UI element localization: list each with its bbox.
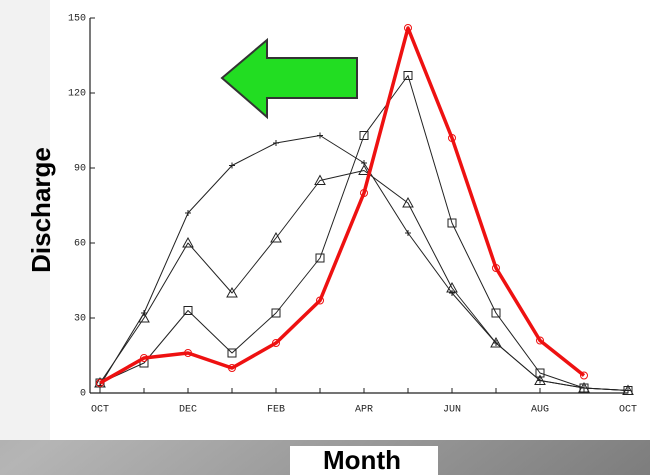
marker — [536, 336, 544, 345]
marker — [490, 336, 502, 348]
marker — [138, 311, 150, 323]
marker — [270, 231, 282, 243]
marker — [534, 374, 546, 385]
marker — [402, 196, 414, 208]
xlabel-box — [290, 446, 438, 475]
marker — [228, 364, 236, 372]
marker — [271, 308, 281, 318]
x-axis-label: Month — [323, 445, 401, 475]
marker — [448, 134, 456, 142]
x-tick-label: FEB — [267, 405, 285, 416]
marker — [360, 189, 368, 197]
marker — [405, 230, 411, 236]
marker — [316, 296, 324, 305]
marker — [140, 354, 148, 362]
y-tick-label: 0 — [80, 389, 86, 400]
marker — [403, 71, 413, 80]
marker — [184, 349, 192, 357]
series-line — [99, 170, 629, 391]
marker — [182, 236, 194, 248]
marker — [226, 286, 238, 298]
y-tick-label: 120 — [68, 89, 86, 100]
marker — [535, 368, 545, 378]
plot: 0 30 60 90 120 150 OCT DEC FEB APR JUN AUG OCT — [68, 14, 637, 416]
marker — [449, 290, 455, 296]
y-tick-label: 90 — [74, 164, 86, 175]
marker — [317, 132, 323, 139]
series-line — [99, 26, 586, 385]
marker — [580, 371, 588, 380]
marker — [359, 131, 369, 140]
marker — [446, 281, 458, 293]
marker — [404, 24, 412, 32]
x-tick-label: OCT — [91, 405, 109, 416]
marker — [183, 306, 193, 315]
x-tick-label: AUG — [531, 405, 549, 416]
marker — [447, 218, 457, 228]
marker — [491, 308, 501, 318]
marker — [358, 164, 370, 175]
marker — [273, 140, 279, 146]
x-tick-label: APR — [355, 405, 373, 416]
marker — [623, 386, 633, 395]
y-tick-label: 30 — [74, 314, 86, 325]
marker — [579, 383, 589, 393]
series-line — [99, 75, 629, 391]
left-panel — [0, 0, 50, 440]
marker — [492, 264, 500, 272]
y-axis-label: Discharge — [26, 147, 56, 273]
marker — [96, 379, 104, 387]
marker — [314, 174, 326, 185]
marker — [185, 210, 191, 216]
marker — [315, 253, 325, 263]
arrow — [220, 37, 358, 120]
x-tick-label: JUN — [443, 405, 461, 416]
marker — [272, 339, 280, 347]
y-tick-label: 60 — [74, 239, 86, 250]
x-tick-label: OCT — [619, 405, 637, 416]
y-tick-label: 150 — [68, 14, 86, 25]
x-tick-label: DEC — [179, 405, 197, 416]
marker — [227, 348, 237, 358]
marker — [229, 162, 235, 169]
